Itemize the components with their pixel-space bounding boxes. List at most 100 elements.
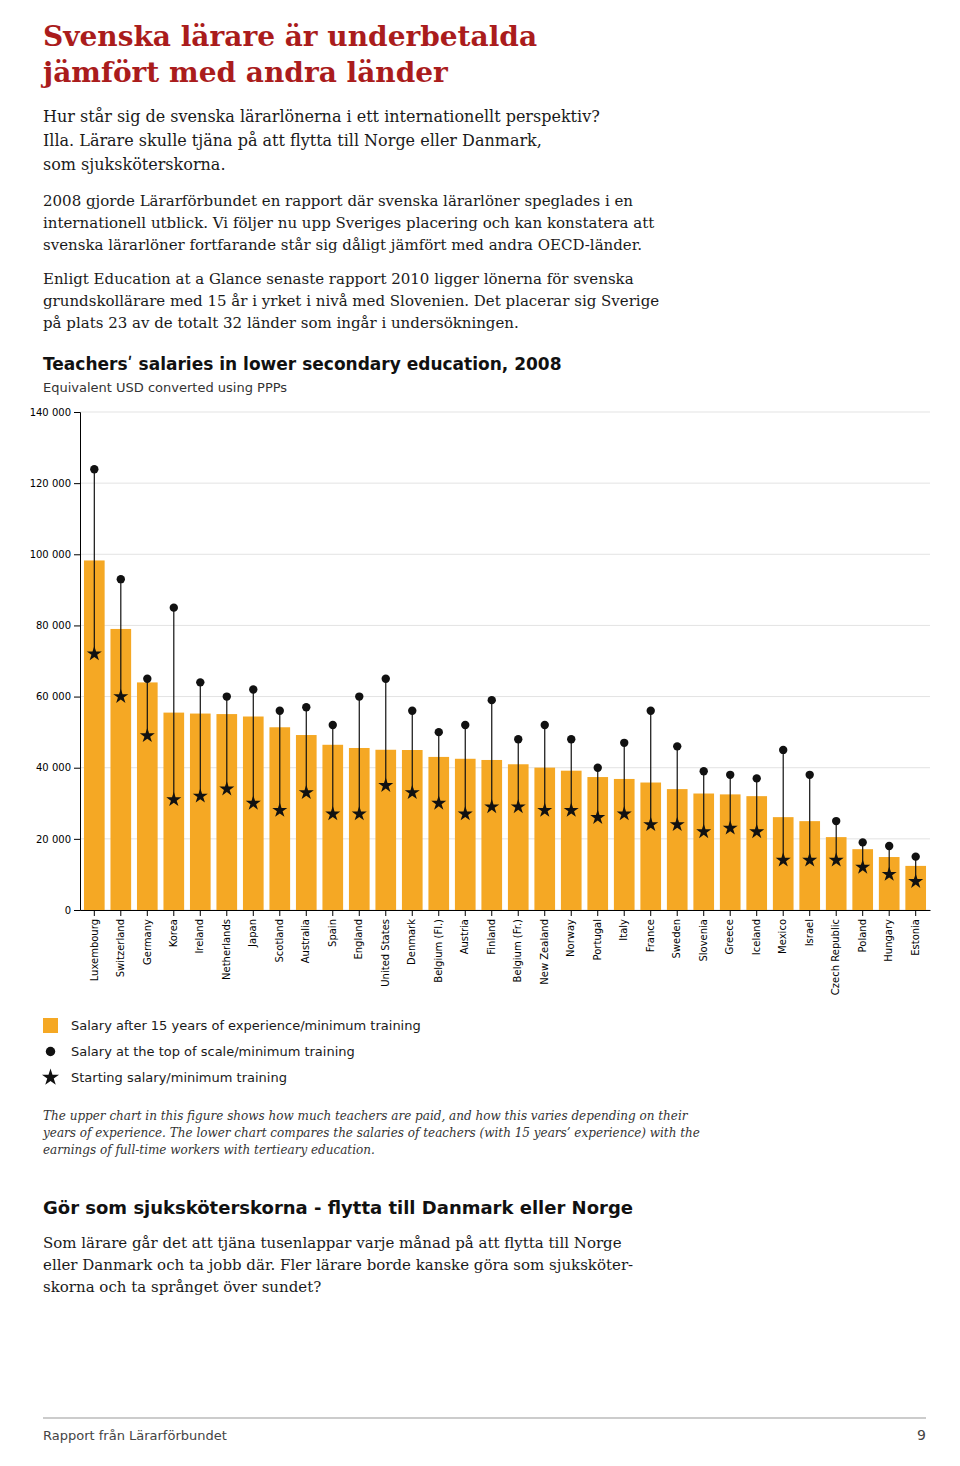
star-marker	[908, 874, 923, 888]
chart-subtitle: Equivalent USD converted using PPPs	[43, 380, 287, 395]
x-tick-mark	[571, 910, 572, 916]
x-tick-mark	[544, 910, 545, 916]
star-marker	[670, 817, 685, 831]
range-stem	[438, 732, 439, 803]
x-tick: Estonia	[910, 910, 921, 956]
x-tick-label: Iceland	[751, 919, 762, 955]
x-tick: Slovenia	[698, 910, 709, 962]
star-marker	[564, 803, 579, 817]
x-tick-mark	[438, 910, 439, 916]
x-tick-mark	[200, 910, 201, 916]
x-axis: LuxembourgSwitzerlandGermanyKoreaIreland…	[81, 910, 931, 995]
page-title: Svenska lärare är underbetaldajämfört me…	[40, 20, 537, 89]
body-paragraph: 2008 gjorde Lärarförbundet en rapport dä…	[43, 192, 654, 254]
star-marker	[193, 788, 208, 802]
range-stem	[703, 771, 704, 831]
x-tick-label: Scotland	[274, 919, 285, 962]
star-marker	[458, 806, 473, 820]
y-tick: 0	[65, 905, 80, 916]
x-tick-mark	[703, 910, 704, 916]
x-tick: Scotland	[274, 910, 285, 962]
legend-item: Salary after 15 years of experience/mini…	[43, 1018, 421, 1033]
x-tick-label: Japan	[247, 919, 258, 948]
x-tick: Norway	[565, 910, 576, 957]
range-stem	[650, 711, 651, 825]
y-tick-mark	[74, 412, 80, 413]
dot-marker	[514, 735, 522, 743]
dot-marker	[700, 767, 708, 775]
section-body-line: skorna och ta språnget över sundet?	[43, 1278, 321, 1296]
y-axis-line	[74, 413, 81, 911]
range-stem	[730, 775, 731, 828]
x-tick: Japan	[247, 910, 258, 948]
legend-label: Salary after 15 years of experience/mini…	[71, 1018, 421, 1033]
star-marker	[378, 778, 393, 792]
star-marker	[723, 820, 738, 834]
plot-marks	[84, 465, 926, 910]
x-tick-mark	[173, 910, 174, 916]
x-tick-mark	[915, 910, 916, 916]
star-marker	[696, 824, 711, 838]
chart-title-line: Teachersʹ salaries in lower secondary ed…	[43, 354, 561, 374]
footer-line: Rapport från Lärarförbundet	[43, 1428, 227, 1443]
x-tick-mark	[756, 910, 757, 916]
x-tick: Poland	[857, 910, 868, 952]
x-tick: Denmark	[406, 910, 417, 965]
y-tick-mark	[74, 910, 80, 911]
page: Svenska lärare är underbetaldajämfört me…	[0, 0, 960, 1466]
footnote-line: years of experience. The lower chart com…	[42, 1126, 700, 1140]
x-tick-label: Netherlands	[221, 919, 232, 980]
body-paragraph-line: Enligt Education at a Glance senaste rap…	[43, 270, 634, 288]
page-subtitle-line: Illa. Lärare skulle tjäna på att flytta …	[43, 131, 542, 150]
range-stem	[226, 697, 227, 789]
star-marker	[246, 795, 261, 809]
star-marker	[87, 646, 102, 660]
x-tick: Belgium (Fr.)	[512, 910, 523, 982]
star-marker	[166, 792, 181, 806]
legend-label: Salary at the top of scale/minimum train…	[71, 1044, 355, 1059]
footnote-line: earnings of full-time workers with terti…	[43, 1143, 375, 1157]
x-tick: Korea	[168, 910, 179, 947]
footnote-line: The upper chart in this figure shows how…	[43, 1109, 689, 1123]
range-stem	[412, 711, 413, 793]
range-stem	[253, 689, 254, 803]
range-stem	[200, 682, 201, 796]
star-marker	[405, 785, 420, 799]
y-tick-label: 100 000	[30, 549, 71, 560]
star-marker	[272, 803, 287, 817]
dot-marker	[249, 685, 257, 693]
x-tick-mark	[412, 910, 413, 916]
body-paragraph-line: internationell utblick. Vi följer nu upp…	[43, 214, 654, 232]
y-tick: 100 000	[30, 549, 80, 560]
star-marker	[113, 689, 128, 703]
dot-marker	[912, 852, 920, 860]
x-tick-mark	[677, 910, 678, 916]
x-tick-mark	[597, 910, 598, 916]
x-tick-mark	[889, 910, 890, 916]
dot-marker	[170, 603, 178, 611]
range-stem	[624, 743, 625, 814]
grid-line	[80, 412, 930, 413]
star-marker	[325, 806, 340, 820]
section-body-line: Som lärare går det att tjäna tusenlappar…	[43, 1234, 622, 1252]
x-tick-label: France	[645, 919, 656, 952]
dot-marker	[541, 721, 549, 729]
page-number: 9	[917, 1427, 926, 1443]
range-stem	[677, 746, 678, 824]
x-tick-label: New Zealand	[539, 919, 550, 985]
x-tick-mark	[836, 910, 837, 916]
x-tick: Mexico	[777, 910, 788, 954]
x-tick-label: Ireland	[194, 919, 205, 954]
x-tick-label: Greece	[724, 919, 735, 955]
footer-rule	[43, 1418, 926, 1419]
x-tick-label: Norway	[565, 919, 576, 957]
star-marker	[511, 799, 526, 813]
x-tick: Austria	[459, 910, 470, 954]
y-tick: 20 000	[36, 834, 80, 845]
grid-line	[80, 696, 930, 697]
x-tick-mark	[491, 910, 492, 916]
x-tick-label: Australia	[300, 919, 311, 963]
star-marker	[882, 867, 897, 881]
y-tick-label: 80 000	[36, 620, 71, 631]
x-tick-label: Slovenia	[698, 919, 709, 962]
